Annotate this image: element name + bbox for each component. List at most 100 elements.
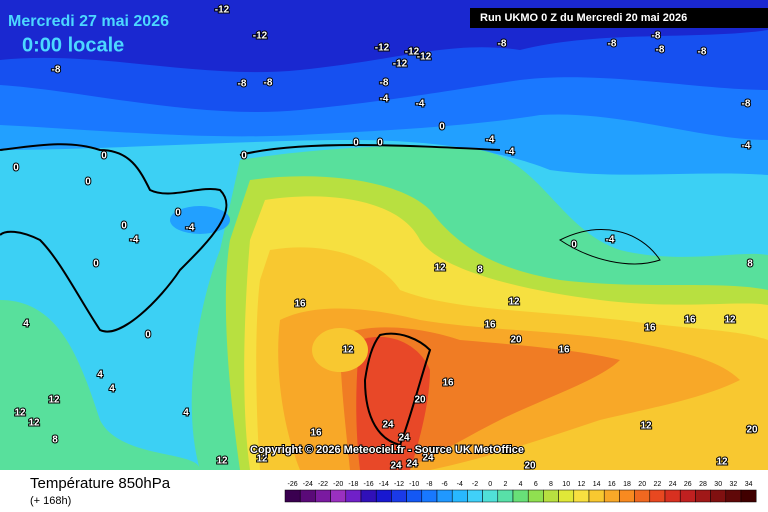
isotherm-label: 0 (101, 151, 107, 162)
isotherm-label: -12 (393, 59, 408, 70)
isotherm-label: -8 (656, 45, 665, 56)
isotherm-label: 12 (640, 421, 652, 432)
temperature-field (0, 0, 768, 471)
run-banner (470, 8, 768, 28)
footer-subtitle: (+ 168h) (30, 495, 71, 507)
isotherm-label: 12 (48, 395, 60, 406)
isotherm-label: -12 (417, 52, 432, 63)
isotherm-label: 16 (294, 299, 306, 310)
isotherm-label: -8 (238, 79, 247, 90)
isotherm-label: -12 (215, 5, 230, 16)
isotherm-label: 20 (510, 335, 522, 346)
map-date: Mercredi 27 mai 2026 (8, 13, 169, 30)
scale-label: 6 (534, 481, 538, 488)
scale-swatch (588, 489, 605, 503)
scale-swatch (421, 489, 438, 503)
isotherm-label: 0 (121, 221, 127, 232)
scale-label: -12 (394, 481, 404, 488)
isotherm-label: 24 (398, 433, 410, 444)
isotherm-label: -4 (186, 223, 195, 234)
scale-label: -26 (288, 481, 298, 488)
scale-swatch (603, 489, 620, 503)
scale-swatch (512, 489, 529, 503)
isotherm-label: -8 (608, 39, 617, 50)
isotherm-label: 0 (571, 240, 577, 251)
isotherm-label: 4 (183, 408, 189, 419)
isotherm-label: -8 (264, 78, 273, 89)
isotherm-label: -12 (253, 31, 268, 42)
scale-label: 8 (549, 481, 553, 488)
scale-label: -24 (303, 481, 313, 488)
scale-swatch (679, 489, 696, 503)
isotherm-label: 12 (28, 418, 40, 429)
scale-label: 24 (669, 481, 677, 488)
scale-label: 12 (578, 481, 586, 488)
isotherm-label: 12 (342, 345, 354, 356)
scale-swatch (482, 489, 499, 503)
scale-swatch (649, 489, 666, 503)
isotherm-label: 0 (13, 163, 19, 174)
scale-swatch (436, 489, 453, 503)
scale-label: 34 (745, 481, 753, 488)
scale-swatch (634, 489, 651, 503)
isotherm-label: 4 (97, 370, 103, 381)
scale-label: -22 (318, 481, 328, 488)
scale-swatch (664, 489, 681, 503)
isotherm-label: -8 (498, 39, 507, 50)
coastlines (0, 143, 661, 447)
scale-swatch (558, 489, 575, 503)
scale-swatch (391, 489, 407, 503)
isotherm-label: -12 (375, 43, 390, 54)
scale-swatch (375, 489, 392, 503)
isotherm-label: 12 (724, 315, 736, 326)
copyright: Copyright © 2026 Meteociel.fr - Source U… (250, 444, 524, 456)
scale-label: 16 (608, 481, 616, 488)
scale-swatch (725, 489, 742, 503)
isotherm-label: 0 (145, 330, 151, 341)
isotherm-label: 24 (382, 420, 394, 431)
isotherm-label: 20 (524, 461, 536, 472)
isotherm-label: 16 (684, 315, 696, 326)
scale-label: -6 (441, 481, 447, 488)
isotherm-label: 0 (241, 151, 247, 162)
isotherm-label: 16 (310, 428, 322, 439)
scale-swatch (330, 489, 347, 503)
scale-swatch (284, 489, 301, 503)
isotherm-label: 12 (716, 457, 728, 468)
scale-label: 4 (519, 481, 523, 488)
scale-label: 22 (654, 481, 662, 488)
scale-swatch (619, 489, 635, 503)
isotherm-label: 12 (14, 408, 26, 419)
scale-swatch (299, 489, 316, 503)
scale-label: -10 (409, 481, 419, 488)
isotherm-label: -8 (698, 47, 707, 58)
scale-label: 14 (593, 481, 601, 488)
scale-swatch (710, 489, 727, 503)
isotherm-label: 24 (390, 461, 402, 472)
isotherm-label: -4 (416, 99, 425, 110)
isotherm-label: 0 (377, 138, 383, 149)
color-scale: -26 -24 -22 -20 -18 -16 -14 -12 -10 -8 -6 -4 -2 0 2 4 6 8… (284, 481, 757, 503)
scale-swatch (695, 489, 711, 503)
scale-label: 26 (684, 481, 692, 488)
isotherm-label: -12 (405, 47, 420, 58)
scale-label: -8 (426, 481, 432, 488)
isotherm-label: 24 (406, 459, 418, 470)
isotherm-label: 12 (216, 456, 228, 467)
isotherm-label: 12 (256, 454, 268, 465)
isotherm-label: 0 (439, 122, 445, 133)
scale-swatch (543, 489, 559, 503)
isotherm-label: 0 (93, 259, 99, 270)
scale-swatch (345, 489, 362, 503)
isotherm-label: 4 (109, 384, 115, 395)
scale-swatch (451, 489, 468, 503)
isotherm-label: 20 (414, 395, 426, 406)
map-time: 0:00 locale (22, 34, 124, 56)
scale-label: 0 (488, 481, 492, 488)
scale-label: -18 (348, 481, 358, 488)
isotherm-label: 16 (644, 323, 656, 334)
isotherm-label: -8 (52, 65, 61, 76)
isotherm-label: 24 (422, 453, 434, 464)
isotherm-label: -4 (506, 147, 515, 158)
